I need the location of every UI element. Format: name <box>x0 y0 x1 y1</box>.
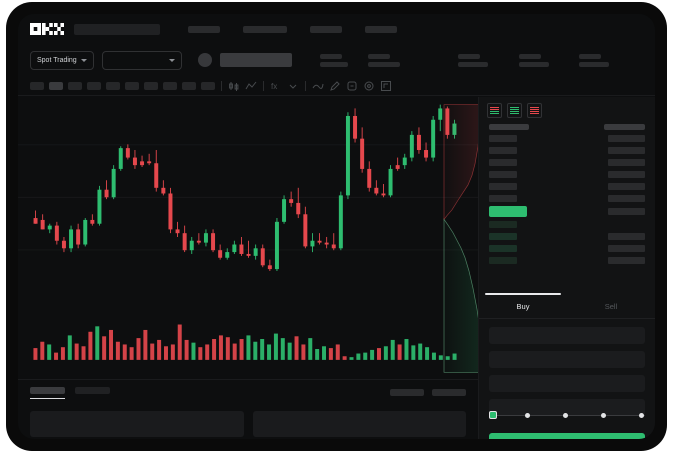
okx-logo-icon[interactable] <box>30 23 64 35</box>
tab-order-history[interactable] <box>75 387 110 394</box>
nav-item-3[interactable] <box>310 25 342 33</box>
market-type-label: Spot Trading <box>37 56 77 64</box>
orderbook-ask-row[interactable] <box>489 157 645 167</box>
stat-high <box>367 53 400 67</box>
tab-buy-label: Buy <box>516 302 530 311</box>
percent-slider[interactable] <box>489 410 645 422</box>
slider-stop-100[interactable] <box>639 412 644 418</box>
interval-button-8[interactable] <box>163 81 177 90</box>
orderbook-price-header <box>489 124 529 130</box>
slider-stop-75[interactable] <box>601 412 606 418</box>
chevron-down-icon <box>80 58 87 62</box>
slider-track <box>493 415 645 416</box>
interval-button-4[interactable] <box>87 81 101 90</box>
slider-handle[interactable] <box>489 411 497 419</box>
bottom-panel-2 <box>252 411 466 437</box>
interval-button-5[interactable] <box>106 81 120 90</box>
okx-wordmark-icon <box>30 23 64 35</box>
interval-button-10[interactable] <box>201 81 215 90</box>
market-subheader: Spot Trading <box>18 44 655 76</box>
coin-avatar-icon <box>197 53 212 67</box>
order-type-field[interactable] <box>489 327 645 344</box>
pencil-icon[interactable] <box>329 80 341 92</box>
slider-stop-50[interactable] <box>563 412 568 418</box>
app-screen: Spot Trading <box>18 14 655 439</box>
orderbook-mode-bids[interactable] <box>507 103 522 118</box>
orderbook-bid-row[interactable] <box>489 255 645 265</box>
tab-sell-label: Sell <box>604 302 618 311</box>
stat-low <box>457 53 488 67</box>
last-price-highlight <box>489 205 527 217</box>
orderbook-mode-both[interactable] <box>487 103 502 118</box>
toolbar-divider <box>263 80 264 91</box>
toolbar-divider <box>305 80 306 91</box>
price-chart[interactable] <box>18 97 478 379</box>
tab-buy[interactable]: Buy <box>479 293 567 318</box>
magnet-icon[interactable] <box>346 80 358 92</box>
place-buy-order-button[interactable] <box>489 433 645 439</box>
buy-sell-tabs: Buy Sell <box>479 293 655 319</box>
bottom-action-2[interactable] <box>432 389 466 396</box>
orderbook-bid-row[interactable] <box>489 219 645 229</box>
nav-item-2[interactable] <box>243 25 287 33</box>
orderbook-mode-asks[interactable] <box>527 103 542 118</box>
orderbook-ask-row[interactable] <box>489 181 645 191</box>
price-field[interactable] <box>489 351 645 368</box>
candlestick-chart-canvas <box>18 104 478 360</box>
orders-bottom-panel <box>18 379 478 439</box>
line-chart-icon[interactable] <box>245 80 257 92</box>
interval-button-9[interactable] <box>182 81 196 90</box>
svg-text:fx: fx <box>271 82 277 91</box>
orders-actions <box>390 389 466 396</box>
orderbook-ask-row[interactable] <box>489 169 645 179</box>
market-type-selector[interactable]: Spot Trading <box>30 50 94 70</box>
amount-field[interactable] <box>489 375 645 392</box>
bottom-panel-1 <box>30 411 244 437</box>
top-navigation-bar <box>18 14 655 44</box>
chevron-down-icon[interactable] <box>287 80 299 92</box>
orders-tabs <box>30 387 466 399</box>
orderbook-ask-row[interactable] <box>489 133 645 143</box>
indicator-icon[interactable]: fx <box>270 80 282 92</box>
interval-button-3[interactable] <box>68 81 82 90</box>
chevron-down-icon <box>168 58 175 62</box>
orderbook-column-headers <box>479 122 655 133</box>
interval-button-2[interactable] <box>49 81 63 90</box>
stat-change <box>319 53 348 67</box>
orderbook-ask-row[interactable] <box>489 145 645 155</box>
orderbook-ask-row[interactable] <box>489 193 645 203</box>
stat-volume-quote <box>578 53 609 67</box>
last-price-value <box>219 53 292 67</box>
order-entry-form <box>489 327 645 423</box>
nav-item-4[interactable] <box>365 25 397 33</box>
orderbook-amount-header <box>604 124 645 130</box>
orderbook-and-trade-panel: Buy Sell <box>478 97 655 439</box>
toolbar-divider <box>221 80 222 91</box>
slider-stop-25[interactable] <box>525 412 530 418</box>
active-tab-underline <box>30 398 65 399</box>
stat-volume-base <box>518 53 549 67</box>
global-search-input[interactable] <box>74 23 160 35</box>
interval-button-6[interactable] <box>125 81 139 90</box>
bottom-action-1[interactable] <box>390 389 424 396</box>
candlestick-icon[interactable] <box>228 80 240 92</box>
interval-button-1[interactable] <box>30 81 44 90</box>
orderbook-display-modes <box>479 97 655 122</box>
settings-icon[interactable] <box>363 80 375 92</box>
orderbook-last-price <box>489 205 645 217</box>
chart-toolbar: fx <box>18 76 655 96</box>
total-field[interactable] <box>489 399 645 416</box>
pair-selector[interactable] <box>101 50 182 70</box>
orders-content <box>30 411 466 437</box>
interval-button-7[interactable] <box>144 81 158 90</box>
tab-sell[interactable]: Sell <box>567 295 655 318</box>
nav-item-1[interactable] <box>188 25 220 33</box>
orderbook-bid-row[interactable] <box>489 231 645 241</box>
orderbook-bid-row[interactable] <box>489 243 645 253</box>
trendline-icon[interactable] <box>312 80 324 92</box>
orderbook-rows <box>479 133 655 265</box>
tab-open-orders[interactable] <box>30 387 65 399</box>
device-frame: Spot Trading <box>6 2 667 451</box>
fullscreen-icon[interactable] <box>380 80 392 92</box>
